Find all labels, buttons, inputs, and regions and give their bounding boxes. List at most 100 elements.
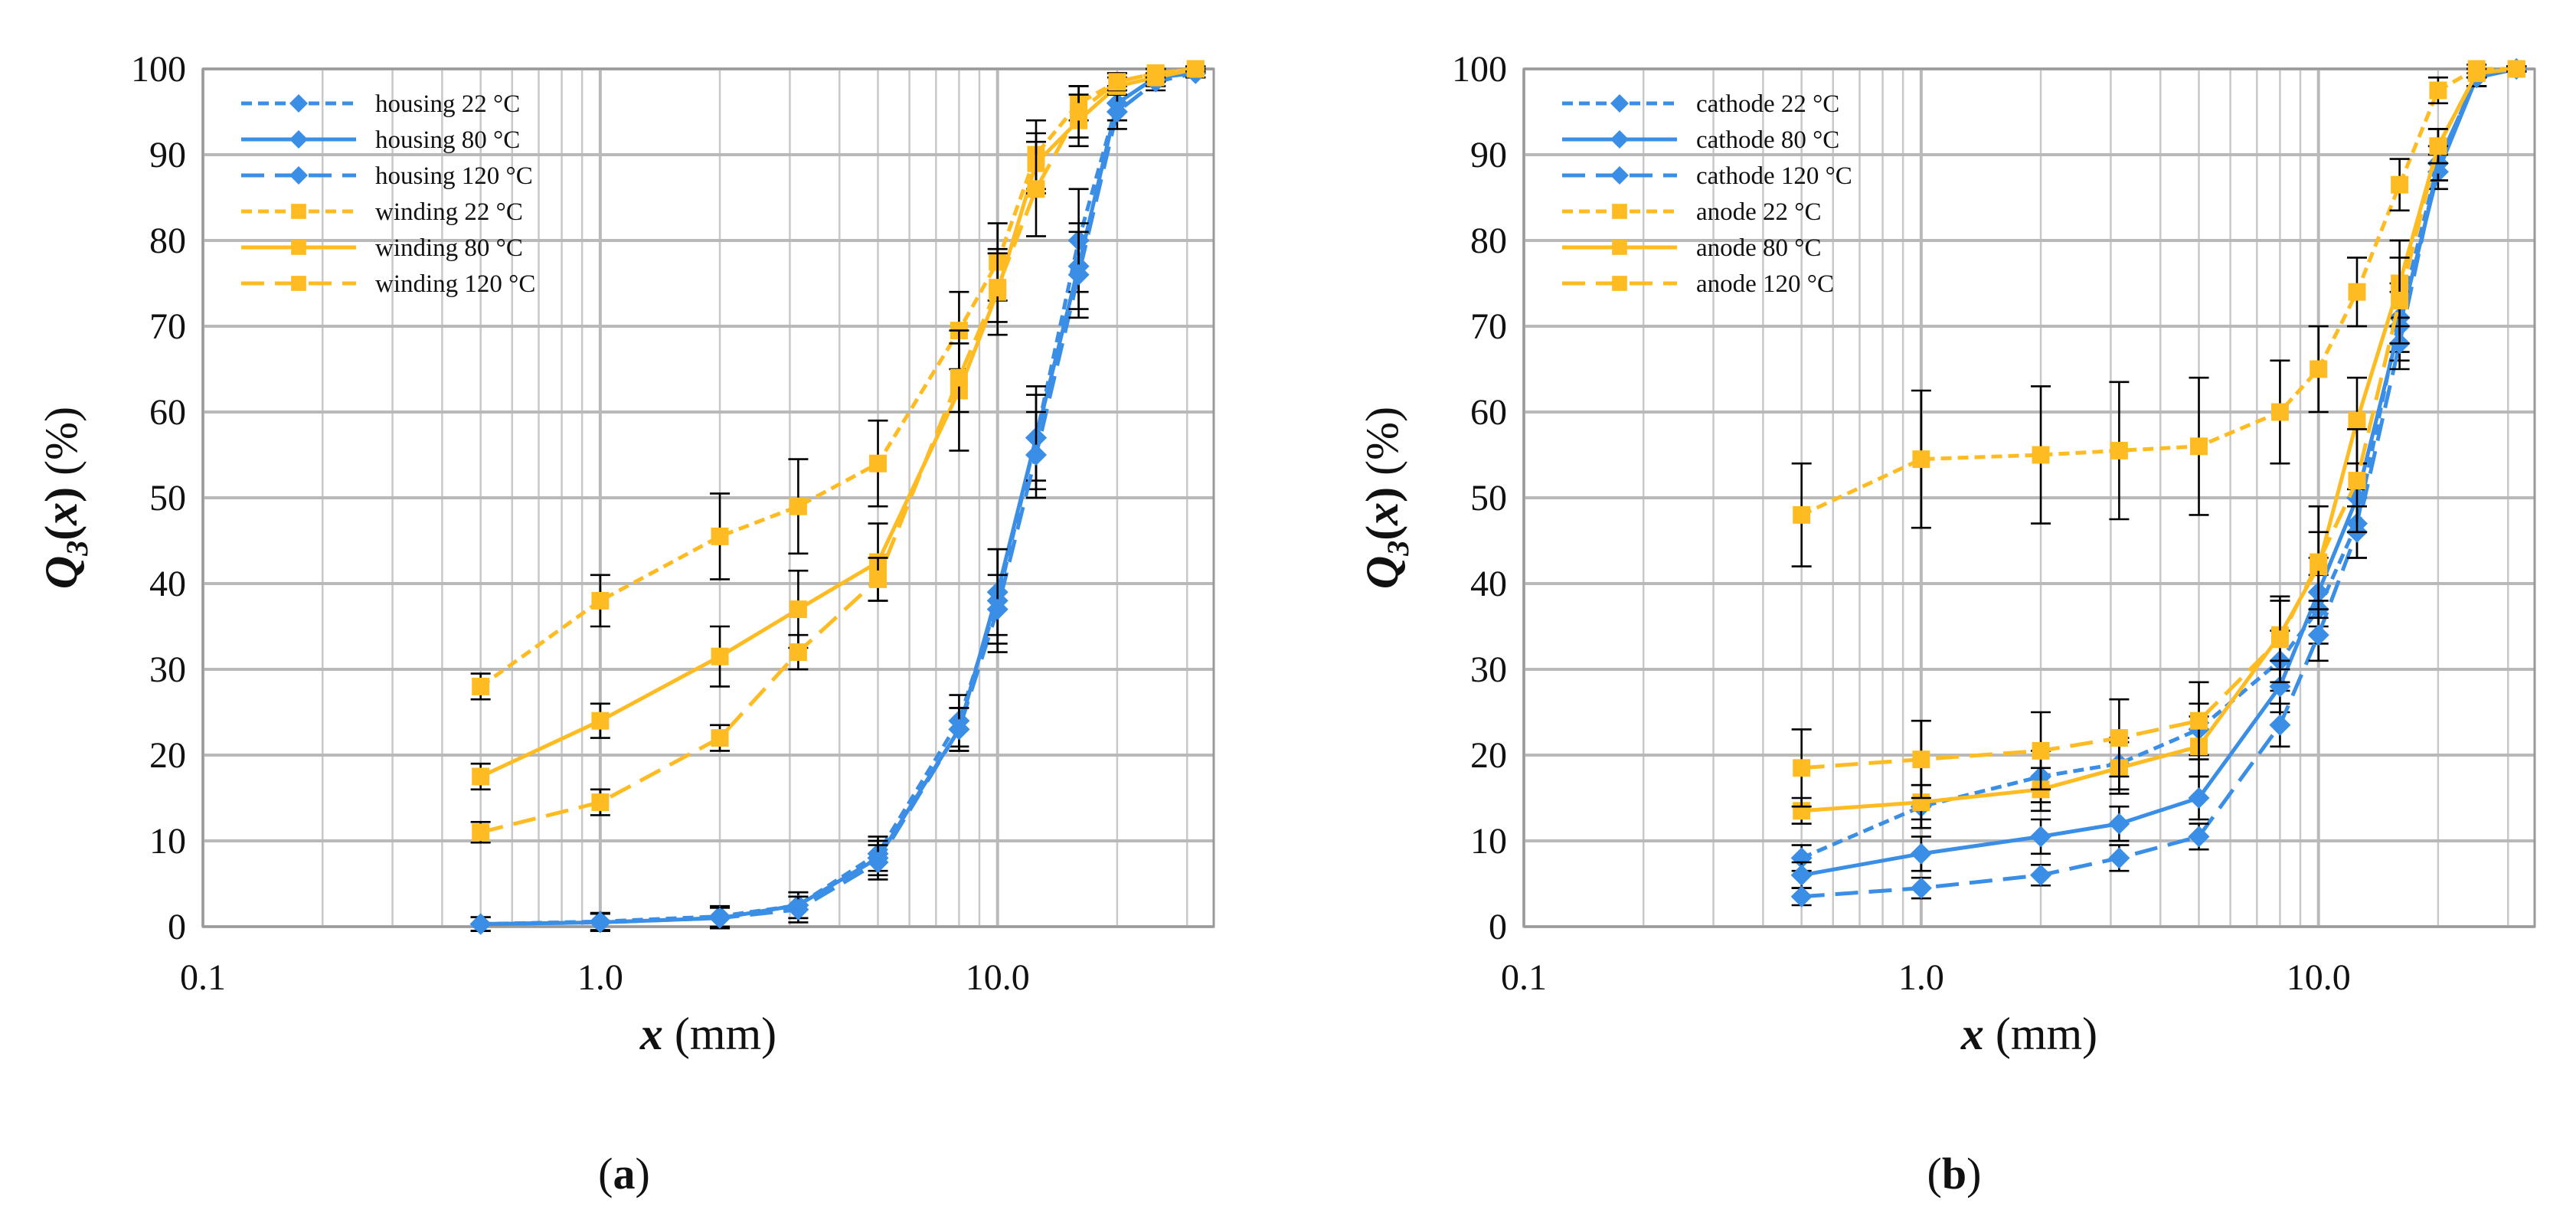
data-point (711, 527, 729, 545)
panel-letter-b: b (1942, 1149, 1966, 1199)
panel-label-b: (b) (1927, 1149, 1982, 1199)
plot-frame-a (201, 67, 1215, 928)
x-tick-label: 0.1 (1501, 957, 1547, 998)
data-point (1910, 877, 1932, 899)
legend-marker (1612, 240, 1627, 255)
panel-a: 0 10 20 30 40 50 60 70 80 90 100 0.1 1.0 10.0 x (mm) Q3… (36, 49, 1215, 1199)
data-point (1912, 450, 1930, 469)
legend-b: cathode 22 °C cathode 80 °C cathode 120 °C… (1562, 90, 1852, 298)
legend-marker (1610, 166, 1629, 185)
series-line (1801, 67, 2517, 878)
data-point (2310, 360, 2328, 378)
y-tick-label: 0 (168, 907, 186, 947)
series-line (480, 67, 1196, 835)
x-tick-label: 1.0 (1898, 957, 1944, 998)
data-point (2348, 472, 2366, 490)
series-line (1801, 67, 2517, 899)
legend-label: winding 120 °C (375, 270, 535, 298)
legend-label: anode 22 °C (1696, 198, 1822, 226)
data-point (1108, 73, 1126, 91)
y-axis-q: Q (36, 556, 87, 589)
y-tick-label: 30 (1470, 649, 1507, 690)
data-point (1790, 847, 1813, 869)
y-tick-label: 70 (1470, 306, 1507, 347)
data-point (2348, 283, 2366, 301)
y-tick-label: 90 (149, 135, 186, 175)
x-tick-label: 10.0 (2287, 957, 2351, 998)
legend-marker (291, 204, 306, 219)
legend-item: anode 80 °C (1562, 234, 1822, 262)
data-point (2269, 714, 2291, 736)
data-point (2270, 630, 2289, 649)
data-point (1025, 444, 1047, 466)
data-point (591, 793, 610, 812)
data-point (867, 852, 889, 873)
legend-marker (289, 94, 308, 113)
data-point (2269, 675, 2291, 698)
data-point (787, 898, 809, 921)
y-tick-label: 20 (1470, 735, 1507, 776)
data-point (789, 497, 807, 515)
plot-frame-b (1522, 67, 2536, 928)
legend-marker (1610, 94, 1629, 113)
data-point (2110, 729, 2128, 747)
data-point (469, 913, 492, 935)
legend-item: cathode 80 °C (1562, 126, 1839, 154)
legend-item: housing 120 °C (241, 162, 533, 190)
series-winding-120-c (470, 60, 1206, 844)
x-axis-var: x (639, 1009, 663, 1059)
data-point (2108, 813, 2130, 835)
series-anode-120-c (1791, 60, 2527, 808)
data-point (2467, 64, 2486, 83)
y-tick-label: 10 (1470, 821, 1507, 862)
legend-item: winding 22 °C (241, 198, 523, 226)
data-point (711, 729, 729, 747)
data-point (1067, 263, 1090, 286)
y-axis-q: Q (1357, 556, 1407, 589)
series-line (1801, 67, 2517, 770)
data-point (709, 907, 731, 929)
y-tick-label: 0 (1489, 907, 1507, 947)
data-point (2188, 826, 2210, 848)
data-point (1106, 101, 1128, 123)
panel-label-a: (a) (598, 1149, 650, 1199)
data-point (2190, 437, 2208, 456)
legend-label: anode 80 °C (1696, 234, 1822, 262)
data-point (591, 591, 610, 610)
series-group-b (1790, 58, 2528, 908)
series-cathode-120-c (1790, 58, 2528, 908)
data-point (2391, 175, 2409, 194)
series-winding-80-c (470, 60, 1206, 791)
panel-letter-a: a (613, 1149, 636, 1199)
y-tick-label: 100 (1452, 49, 1507, 90)
data-point (2032, 741, 2050, 760)
data-point (989, 279, 1007, 297)
x-axis-unit: (mm) (1984, 1009, 2097, 1059)
legend-marker (289, 130, 308, 149)
y-tick-label: 40 (1470, 564, 1507, 604)
legend-marker (1610, 130, 1629, 149)
data-point (2429, 81, 2447, 100)
legend-label: housing 120 °C (375, 162, 533, 190)
data-point (591, 711, 610, 730)
data-point (2032, 446, 2050, 464)
legend-item: anode 120 °C (1562, 270, 1834, 298)
data-point (1070, 103, 1088, 121)
legend-item: winding 80 °C (241, 234, 523, 262)
y-axis-open: ( (36, 525, 87, 541)
legend-item: cathode 22 °C (1562, 90, 1839, 118)
data-point (2391, 291, 2409, 309)
legend-marker (1612, 204, 1627, 219)
legend-item: anode 22 °C (1562, 198, 1822, 226)
series-line (479, 67, 1196, 688)
data-point (2307, 624, 2329, 646)
data-point (986, 598, 1008, 620)
x-axis-title: x (mm) (1960, 1009, 2097, 1059)
legend-marker (1612, 276, 1627, 291)
data-point (472, 823, 490, 842)
x-tick-label: 10.0 (966, 957, 1030, 998)
y-axis-var: x (1357, 502, 1407, 526)
legend-label: cathode 120 °C (1696, 162, 1852, 190)
legend-item: winding 120 °C (241, 270, 535, 298)
grid-b (1522, 67, 2536, 928)
